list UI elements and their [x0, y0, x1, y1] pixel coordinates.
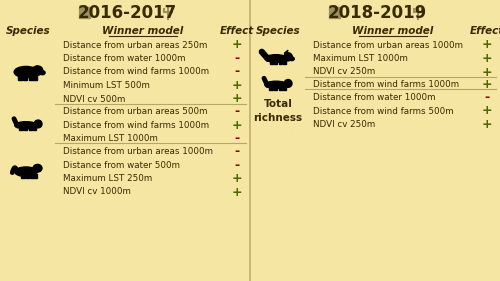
Ellipse shape: [15, 122, 37, 129]
Bar: [87, 7, 90, 10]
Ellipse shape: [15, 167, 37, 176]
Bar: [274, 86, 278, 90]
Ellipse shape: [290, 57, 294, 61]
Text: +: +: [482, 38, 492, 51]
Text: Distance from wind farms 1000m: Distance from wind farms 1000m: [63, 67, 209, 76]
Ellipse shape: [265, 81, 287, 88]
Text: -: -: [484, 91, 490, 104]
Bar: [270, 86, 272, 90]
Text: Distance from wind farms 1000m: Distance from wind farms 1000m: [313, 80, 459, 89]
Ellipse shape: [265, 55, 287, 62]
Ellipse shape: [284, 80, 292, 87]
Text: Winner model: Winner model: [102, 26, 184, 36]
Text: Maximum LST 1000m: Maximum LST 1000m: [63, 134, 158, 143]
Bar: [79, 11, 82, 14]
Bar: [87, 11, 90, 14]
Polygon shape: [284, 50, 288, 53]
Text: +: +: [232, 185, 242, 198]
Ellipse shape: [32, 66, 43, 75]
Text: Distance from water 500m: Distance from water 500m: [63, 160, 180, 169]
Bar: [29, 126, 32, 130]
Bar: [83, 7, 86, 10]
Ellipse shape: [40, 71, 45, 75]
Text: 2018-2019: 2018-2019: [328, 4, 426, 22]
Bar: [33, 126, 36, 130]
Text: NDVI cv 250m: NDVI cv 250m: [313, 120, 375, 129]
Bar: [329, 15, 332, 18]
Bar: [30, 174, 33, 178]
Bar: [24, 74, 27, 80]
Bar: [34, 174, 37, 178]
Text: Distance from wind farms 1000m: Distance from wind farms 1000m: [63, 121, 209, 130]
Bar: [20, 126, 22, 130]
Text: NDVI cv 500m: NDVI cv 500m: [63, 94, 126, 103]
Bar: [329, 11, 332, 14]
Text: Distance from urban areas 1000m: Distance from urban areas 1000m: [313, 40, 463, 49]
Text: Distance from water 1000m: Distance from water 1000m: [313, 93, 436, 102]
Text: +: +: [232, 92, 242, 105]
Bar: [83, 11, 86, 14]
Text: 2016-2017: 2016-2017: [78, 4, 176, 22]
Bar: [274, 60, 278, 64]
Text: +: +: [232, 172, 242, 185]
Bar: [18, 74, 22, 80]
Bar: [333, 15, 336, 18]
Bar: [279, 60, 282, 64]
Text: -: -: [234, 132, 240, 145]
Bar: [29, 74, 32, 80]
Text: +: +: [232, 38, 242, 51]
Bar: [333, 11, 336, 14]
Bar: [337, 7, 340, 10]
Text: Species: Species: [6, 26, 51, 36]
Bar: [337, 11, 340, 14]
Bar: [79, 7, 82, 10]
Text: Distance from urban areas 500m: Distance from urban areas 500m: [63, 107, 208, 116]
Text: +: +: [482, 52, 492, 65]
Bar: [79, 15, 82, 18]
Bar: [283, 86, 286, 90]
Text: -: -: [234, 65, 240, 78]
Text: Distance from urban areas 1000m: Distance from urban areas 1000m: [63, 147, 213, 156]
Text: NDVI cv 1000m: NDVI cv 1000m: [63, 187, 131, 196]
Ellipse shape: [284, 53, 292, 61]
Text: -: -: [234, 158, 240, 171]
Text: +: +: [482, 78, 492, 91]
Text: Winner model: Winner model: [352, 26, 434, 36]
Text: Distance from wind farms 500m: Distance from wind farms 500m: [313, 106, 454, 115]
Text: -: -: [234, 145, 240, 158]
Text: Maximum LST 250m: Maximum LST 250m: [63, 174, 152, 183]
Text: Species: Species: [256, 26, 300, 36]
Text: Effect: Effect: [220, 26, 254, 36]
Bar: [270, 60, 273, 64]
Bar: [21, 174, 24, 178]
Bar: [26, 174, 29, 178]
Bar: [34, 74, 37, 80]
Text: +: +: [482, 118, 492, 131]
Ellipse shape: [34, 120, 42, 128]
Bar: [283, 60, 286, 64]
Bar: [87, 15, 90, 18]
Bar: [329, 7, 332, 10]
Text: Total
richness: Total richness: [254, 99, 302, 123]
Bar: [24, 126, 28, 130]
Text: Effect: Effect: [470, 26, 500, 36]
Bar: [279, 86, 282, 90]
Text: +: +: [482, 65, 492, 78]
Text: Maximum LST 1000m: Maximum LST 1000m: [313, 54, 408, 63]
Text: -: -: [234, 105, 240, 118]
Text: -: -: [234, 52, 240, 65]
Text: +: +: [232, 119, 242, 132]
Bar: [83, 15, 86, 18]
Ellipse shape: [33, 164, 42, 172]
Text: +: +: [482, 105, 492, 117]
Bar: [333, 7, 336, 10]
Text: Distance from water 1000m: Distance from water 1000m: [63, 54, 186, 63]
Text: Minimum LST 500m: Minimum LST 500m: [63, 81, 150, 90]
Text: NDVI cv 250m: NDVI cv 250m: [313, 67, 375, 76]
Ellipse shape: [14, 66, 38, 78]
Bar: [337, 15, 340, 18]
Text: Distance from urban areas 250m: Distance from urban areas 250m: [63, 40, 208, 49]
Text: +: +: [232, 79, 242, 92]
